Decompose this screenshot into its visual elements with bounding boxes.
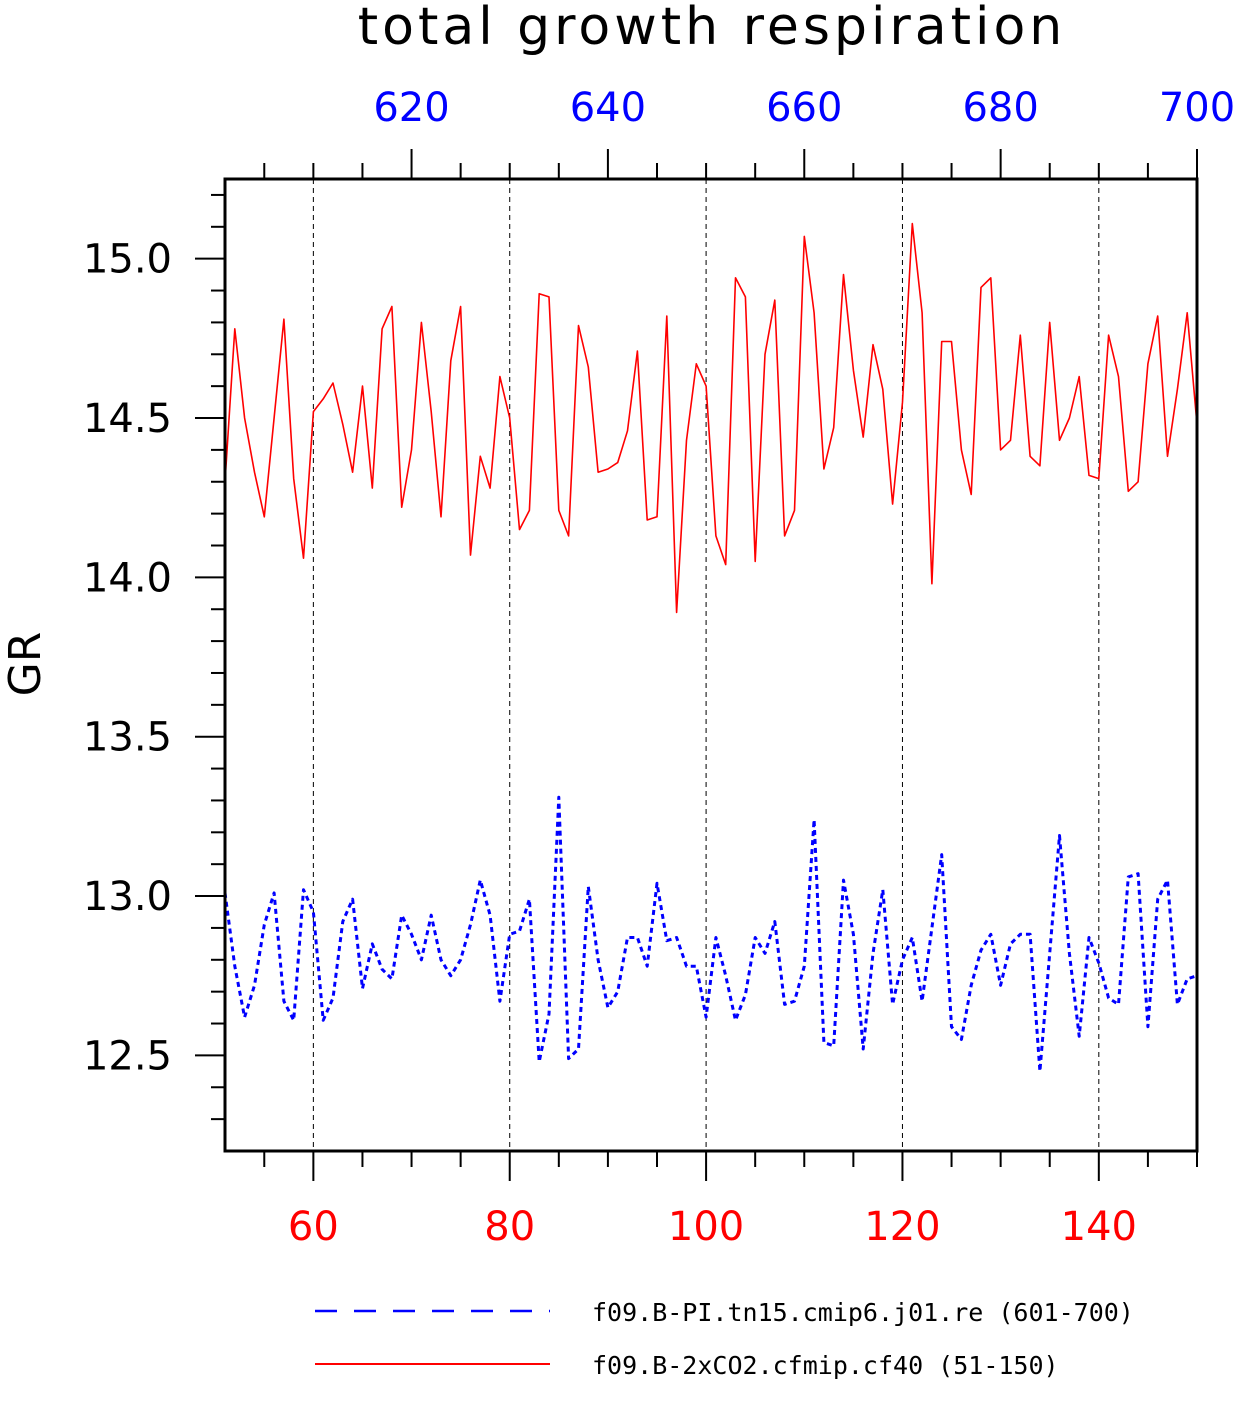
y-tick-label: 14.0 (83, 555, 172, 601)
x-top-tick-label: 640 (570, 85, 646, 131)
x-bottom-tick-label: 140 (1061, 1204, 1137, 1250)
series-layer (223, 222, 1198, 1073)
x-bottom-tick-label: 60 (288, 1204, 339, 1250)
legend: f09.B-PI.tn15.cmip6.j01.re (601-700) f09… (315, 1298, 1134, 1380)
chart-title: total growth respiration (358, 0, 1067, 57)
series-line-2xco2 (224, 222, 1198, 614)
x-bottom-tick-label: 120 (864, 1204, 940, 1250)
y-tick-label: 14.5 (83, 396, 172, 442)
legend-label-pi: f09.B-PI.tn15.cmip6.j01.re (601-700) (592, 1298, 1134, 1327)
series-line-pi (223, 795, 1198, 1073)
axis-ticks (195, 149, 1198, 1181)
y-axis-label: GR (0, 632, 51, 697)
x-top-tick-label: 680 (962, 85, 1038, 131)
x-bottom-tick-label: 100 (668, 1204, 744, 1250)
plot-frame (223, 177, 1199, 1153)
y-tick-label: 13.5 (83, 715, 172, 761)
axis-tick-labels: 60 80 100 120 140 620 640 660 680 700 12.5 13.0 13.5… (83, 85, 1235, 1250)
vertical-gridlines (312, 179, 1100, 1151)
y-tick-label: 13.0 (83, 874, 172, 920)
x-top-tick-label: 700 (1159, 85, 1235, 131)
legend-label-2xco2: f09.B-2xCO2.cfmip.cf40 (51-150) (592, 1351, 1059, 1380)
x-bottom-tick-label: 80 (484, 1204, 535, 1250)
x-top-tick-label: 620 (373, 85, 449, 131)
x-top-tick-label: 660 (766, 85, 842, 131)
y-tick-label: 15.0 (83, 237, 172, 283)
y-tick-label: 12.5 (83, 1033, 172, 1079)
